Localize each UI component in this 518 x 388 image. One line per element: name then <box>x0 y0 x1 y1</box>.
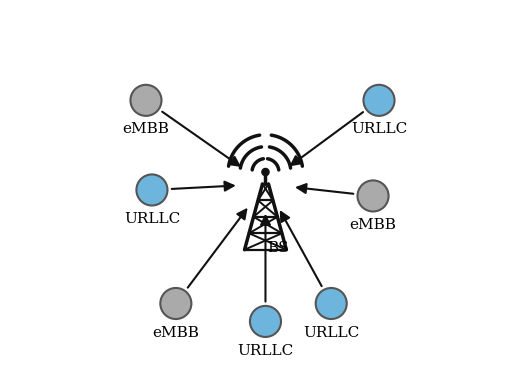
Circle shape <box>250 306 281 337</box>
Circle shape <box>262 168 269 176</box>
Circle shape <box>357 180 388 211</box>
Text: eMBB: eMBB <box>152 326 199 340</box>
Text: BS: BS <box>267 241 288 255</box>
Text: URLLC: URLLC <box>303 326 359 340</box>
Text: URLLC: URLLC <box>124 212 180 226</box>
Circle shape <box>131 85 162 116</box>
Circle shape <box>315 288 347 319</box>
Circle shape <box>136 175 167 206</box>
Text: URLLC: URLLC <box>351 123 407 137</box>
Circle shape <box>160 288 191 319</box>
Text: eMBB: eMBB <box>123 123 169 137</box>
Circle shape <box>364 85 395 116</box>
Text: eMBB: eMBB <box>350 218 396 232</box>
Text: URLLC: URLLC <box>237 343 294 357</box>
